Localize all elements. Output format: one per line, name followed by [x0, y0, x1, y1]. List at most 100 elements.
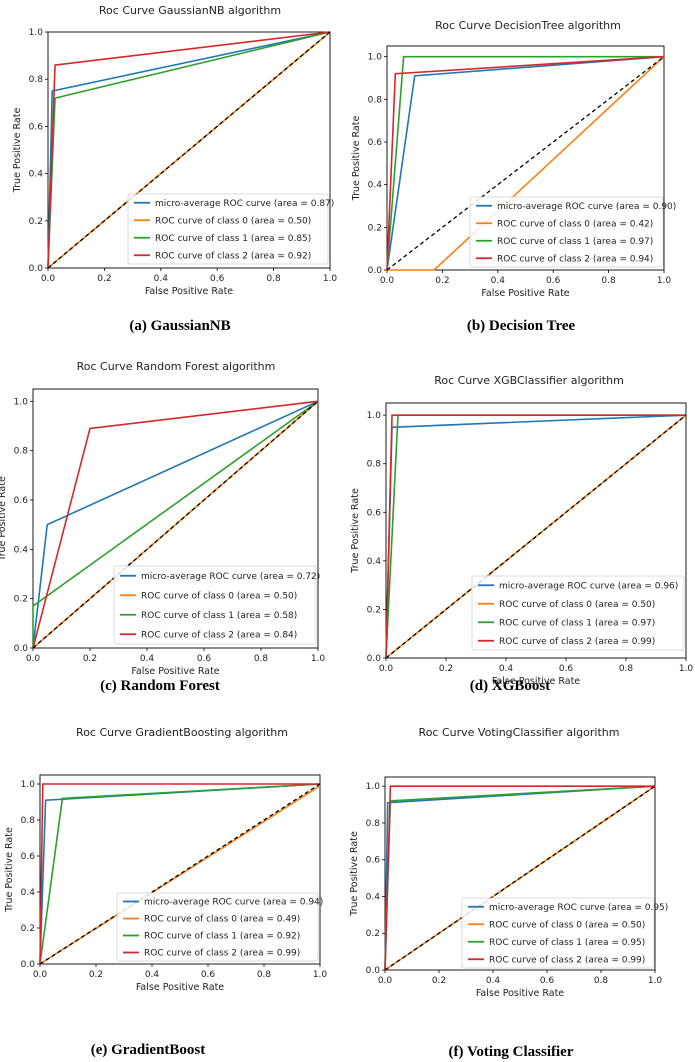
- y-tick-label: 0.0: [368, 266, 383, 276]
- x-tick-label: 0.4: [154, 274, 169, 284]
- y-axis-label: True Positive Rate: [12, 108, 23, 194]
- panel-title: Roc Curve GradientBoosting algorithm: [76, 726, 288, 739]
- legend-entry: ROC curve of class 2 (area = 0.84): [141, 630, 297, 640]
- legend-entry: ROC curve of class 1 (area = 0.85): [155, 234, 311, 244]
- chance-diagonal: [384, 785, 656, 971]
- roc-line-class0: [39, 785, 321, 965]
- plot-frame: [384, 776, 656, 971]
- legend-entry: micro-average ROC curve (area = 0.72): [141, 572, 320, 582]
- x-tick-label: 1.0: [657, 276, 672, 286]
- x-tick-label: 1.0: [323, 274, 338, 284]
- panel-decision-tree: Roc Curve DecisionTree algorithm (b) Dec…: [351, 19, 676, 334]
- y-tick-label: 0.6: [14, 496, 29, 506]
- panel-voting-classifier: Roc Curve VotingClassifier algorithm (f)…: [349, 726, 668, 1060]
- y-tick-label: 0.6: [21, 852, 36, 862]
- x-tick-label: 0.2: [439, 664, 453, 674]
- y-tick-label: 0.0: [367, 654, 382, 664]
- roc-line-class2: [39, 783, 320, 965]
- panel-caption: (d) XGBoost: [470, 678, 550, 694]
- y-tick-label: 0.0: [366, 966, 381, 976]
- x-tick-label: 0.6: [210, 274, 225, 284]
- legend-entry: ROC curve of class 2 (area = 0.99): [144, 949, 300, 959]
- legend-entry: ROC curve of class 2 (area = 0.92): [155, 251, 311, 261]
- x-tick-label: 0.0: [378, 976, 393, 986]
- panel-gaussiannb: Roc Curve GaussianNB algorithm (a) Gauss…: [12, 4, 337, 334]
- y-tick-label: 0.4: [367, 557, 382, 567]
- x-tick-label: 0.0: [41, 274, 56, 284]
- x-tick-label: 0.2: [97, 274, 111, 284]
- roc-line-class2: [386, 55, 665, 271]
- x-tick-label: 1.0: [648, 976, 663, 986]
- x-tick-label: 1.0: [679, 664, 694, 674]
- x-axis-label: False Positive Rate: [145, 286, 233, 297]
- y-tick-label: 0.0: [14, 644, 29, 654]
- roc-line-micro: [32, 400, 319, 649]
- legend-entry: ROC curve of class 0 (area = 0.42): [497, 219, 653, 229]
- x-tick-label: 0.6: [546, 276, 561, 286]
- panel-gradientboost: Roc Curve GradientBoosting algorithm (e)…: [4, 726, 327, 1058]
- legend-box: [116, 892, 319, 962]
- legend-box: [469, 196, 664, 268]
- plot-frame: [32, 388, 319, 649]
- roc-line-class1: [32, 400, 319, 648]
- y-tick-label: 0.0: [29, 264, 44, 274]
- x-tick-label: 0.6: [201, 970, 216, 980]
- roc-line-micro: [386, 55, 665, 271]
- y-tick-label: 1.0: [14, 397, 29, 407]
- y-tick-label: 1.0: [21, 780, 36, 790]
- y-tick-label: 0.8: [29, 75, 44, 85]
- x-tick-label: 1.0: [311, 654, 326, 664]
- legend-entry: micro-average ROC curve (area = 0.95): [489, 903, 668, 913]
- panel-caption: (a) GaussianNB: [129, 318, 230, 334]
- x-tick-label: 0.8: [619, 664, 634, 674]
- panel-title: Roc Curve XGBClassifier algorithm: [434, 374, 624, 387]
- y-axis-label: True Positive Rate: [4, 827, 15, 913]
- x-tick-label: 0.8: [257, 970, 272, 980]
- roc-line-class0: [387, 56, 665, 271]
- legend-entry: ROC curve of class 0 (area = 0.49): [144, 915, 300, 925]
- legend-entry: ROC curve of class 0 (area = 0.50): [499, 600, 655, 610]
- roc-line-class2: [32, 400, 319, 649]
- legend-entry: micro-average ROC curve (area = 0.96): [499, 581, 678, 591]
- y-tick-label: 0.8: [368, 95, 383, 105]
- legend: micro-average ROC curve (area = 0.95) ROC…: [461, 897, 668, 969]
- x-tick-label: 0.0: [33, 970, 48, 980]
- legend-entry: micro-average ROC curve (area = 0.87): [155, 199, 334, 209]
- y-axis-label: True Positive Rate: [0, 476, 8, 562]
- y-tick-label: 0.6: [367, 508, 382, 518]
- legend-box: [127, 193, 329, 265]
- x-tick-label: 0.6: [540, 976, 555, 986]
- roc-line-class1: [386, 55, 664, 271]
- legend-entry: ROC curve of class 2 (area = 0.99): [499, 637, 655, 647]
- chance-diagonal: [386, 56, 665, 271]
- x-axis-label: False Positive Rate: [131, 666, 219, 677]
- y-tick-label: 0.8: [367, 460, 382, 470]
- plot-frame: [39, 774, 321, 965]
- y-tick-label: 1.0: [367, 411, 382, 421]
- legend-entry: ROC curve of class 0 (area = 0.50): [155, 216, 311, 226]
- x-tick-label: 0.8: [254, 654, 269, 664]
- x-tick-label: 0.2: [83, 654, 97, 664]
- y-axis-label: True Positive Rate: [349, 831, 360, 917]
- panel-xgboost: Roc Curve XGBClassifier algorithm (d) XG…: [350, 374, 693, 694]
- y-tick-label: 0.2: [21, 924, 35, 934]
- x-tick-label: 0.0: [379, 664, 394, 674]
- y-tick-label: 0.6: [366, 856, 381, 866]
- y-tick-label: 0.4: [29, 170, 44, 180]
- plot-frame: [386, 45, 665, 271]
- chance-diagonal: [385, 414, 687, 659]
- x-tick-label: 0.6: [197, 654, 212, 664]
- x-axis-label: False Positive Rate: [492, 676, 580, 687]
- y-tick-label: 0.4: [368, 181, 383, 191]
- legend-box: [113, 565, 317, 645]
- legend: micro-average ROC curve (area = 0.72) ROC…: [113, 565, 320, 645]
- legend-entry: ROC curve of class 2 (area = 0.99): [489, 955, 645, 965]
- panel-title: Roc Curve VotingClassifier algorithm: [419, 726, 620, 739]
- y-tick-label: 1.0: [368, 53, 383, 63]
- legend-entry: ROC curve of class 1 (area = 0.95): [489, 938, 645, 948]
- x-tick-label: 0.4: [491, 276, 506, 286]
- plot-frame: [385, 402, 687, 659]
- legend-entry: ROC curve of class 0 (area = 0.50): [489, 920, 645, 930]
- x-axis-label: False Positive Rate: [136, 982, 224, 993]
- y-tick-label: 0.0: [21, 960, 36, 970]
